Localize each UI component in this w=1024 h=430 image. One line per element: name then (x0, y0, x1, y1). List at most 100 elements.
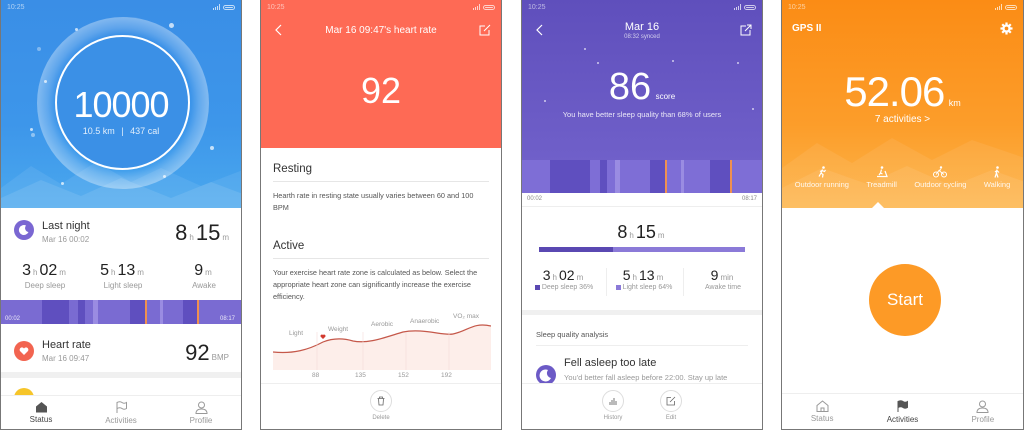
section-divider (522, 310, 762, 315)
sleep-date: Mar 16 00:02 (42, 235, 90, 244)
mountain-background (1, 162, 241, 208)
history-button[interactable]: History (602, 384, 624, 429)
heart-icon (14, 341, 34, 361)
moon-icon (14, 220, 34, 240)
sleep-ratio-bar (539, 247, 745, 252)
sleep-timeline (522, 160, 762, 193)
user-icon (194, 401, 208, 414)
user-icon (976, 400, 989, 413)
heart-rate-zone-chart: Light Weight Aerobic Anaerobic VO₂ max 8… (273, 312, 491, 382)
sync-time: 08:32 synced (624, 34, 660, 40)
sleep-title: Last night (42, 220, 90, 232)
clock: 10:25 (528, 3, 546, 11)
step-count: 10000 (73, 84, 169, 125)
clock: 10:25 (267, 3, 285, 11)
delete-button[interactable]: Delete (370, 384, 392, 429)
tab-profile[interactable]: Profile (943, 394, 1023, 429)
steps-hero[interactable]: 10000 10.5 km | 437 cal (1, 0, 241, 208)
type-treadmill[interactable]: Treadmill (866, 166, 897, 189)
clock: 10:25 (7, 3, 25, 11)
walking-icon (994, 166, 1000, 178)
card-divider (1, 372, 241, 378)
type-outdoor-running[interactable]: Outdoor running (795, 166, 849, 189)
issue-text: You'd better fall asleep before 22:00. S… (564, 373, 728, 382)
distance: 10.5 km (82, 126, 115, 136)
signal-icon (213, 4, 220, 10)
sleep-timeline: 00:02 08:17 (1, 300, 241, 324)
type-outdoor-cycling[interactable]: Outdoor cycling (914, 166, 966, 189)
resting-heading: Resting (273, 163, 489, 182)
signal-icon (995, 4, 1002, 10)
sleep-end-time: 08:17 (219, 316, 235, 322)
sleep-card[interactable]: Last night Mar 16 00:02 8 h15 m 3 h 02 m Deep… (1, 208, 241, 300)
sparkle (210, 146, 214, 150)
share-icon[interactable] (740, 24, 752, 36)
sparkle (75, 28, 78, 31)
deep-sleep-stat: 3 h 02 m Deep sleep (22, 262, 66, 290)
heart-rate-title: Heart rate (42, 339, 91, 351)
tab-activities[interactable]: Activities (81, 396, 161, 429)
step-summary: 10.5 km | 437 cal (1, 126, 241, 136)
sleep-start-time: 00:02 (5, 316, 21, 322)
signal-icon (734, 4, 741, 10)
tab-activities[interactable]: Activities (862, 394, 942, 429)
sleep-end-time: 08:17 (741, 196, 757, 202)
total-distance: 52.06 km (844, 68, 961, 115)
light-sleep-stat: 5 h 13 m Light sleep 64% (606, 267, 682, 291)
start-button[interactable]: Start (869, 264, 941, 336)
sparkle (163, 175, 166, 178)
heart-rate-header: Mar 16 09:47's heart rate 92 (261, 0, 501, 148)
moon-icon (536, 365, 556, 385)
back-icon[interactable] (534, 24, 546, 36)
resting-text: Hearth rate in resting state usually var… (273, 191, 474, 212)
active-heading: Active (273, 240, 489, 259)
status-bar: 10:25 (1, 0, 241, 14)
active-text: Your exercise heart rate zone is calcula… (273, 268, 478, 301)
sparkle (31, 133, 35, 137)
tab-profile[interactable]: Profile (161, 396, 241, 429)
clock: 10:25 (788, 3, 806, 11)
edit-button[interactable]: Edit (660, 384, 682, 429)
edit-icon (666, 396, 676, 406)
calories: 437 cal (130, 126, 160, 136)
flag-icon (897, 399, 908, 412)
page-title: Mar 16 09:47's heart rate (325, 25, 437, 36)
status-screen: 10:25 10000 10.5 km | 437 cal Last night… (0, 0, 242, 430)
sleep-header: Mar 16 08:32 synced 86 score You have be… (522, 0, 762, 193)
gear-icon[interactable] (1000, 22, 1013, 35)
status-bar: 10:25 (782, 0, 1023, 14)
heart-rate-value: 92 BMP (185, 340, 229, 365)
separator: | (121, 126, 124, 136)
sleep-score: 86 score (608, 66, 676, 108)
deep-sleep-stat: 3 h 02 m Deep sleep 36% (526, 267, 602, 291)
current-heart-marker (320, 334, 326, 339)
treadmill-icon (876, 166, 888, 178)
battery-icon (1005, 4, 1017, 10)
bottom-tab-bar: Status Activities Profile (1, 395, 241, 429)
heart-rate-card[interactable]: Heart rate Mar 16 09:47 92 BMP (1, 324, 241, 370)
tab-status[interactable]: Status (1, 396, 81, 429)
battery-icon (223, 4, 235, 10)
back-icon[interactable] (273, 24, 285, 36)
home-icon (816, 400, 829, 412)
bottom-actions: History Edit (522, 383, 762, 429)
sleep-start-time: 00:02 (527, 196, 543, 202)
signal-icon (473, 4, 480, 10)
sleep-comparison: You have better sleep quality than 68% o… (562, 110, 722, 119)
sleep-date: Mar 16 (624, 21, 660, 33)
running-icon (818, 166, 826, 178)
edit-icon[interactable] (479, 24, 491, 36)
activities-header: GPS II 52.06 km 7 activities > Outdoor r… (782, 0, 1023, 208)
bottom-actions: Delete (261, 383, 501, 429)
type-walking[interactable]: Walking (984, 166, 1010, 189)
device-name: GPS II (792, 23, 822, 34)
trash-icon (377, 396, 385, 406)
light-sleep-stat: 5 h 13 m Light sleep (100, 262, 144, 290)
status-bar: 10:25 (522, 0, 762, 14)
awake-stat: 9 min Awake time (704, 267, 742, 291)
activities-link[interactable]: 7 activities > (874, 114, 931, 125)
tab-status[interactable]: Status (782, 394, 862, 429)
heart-rate-value: 92 (360, 70, 402, 111)
